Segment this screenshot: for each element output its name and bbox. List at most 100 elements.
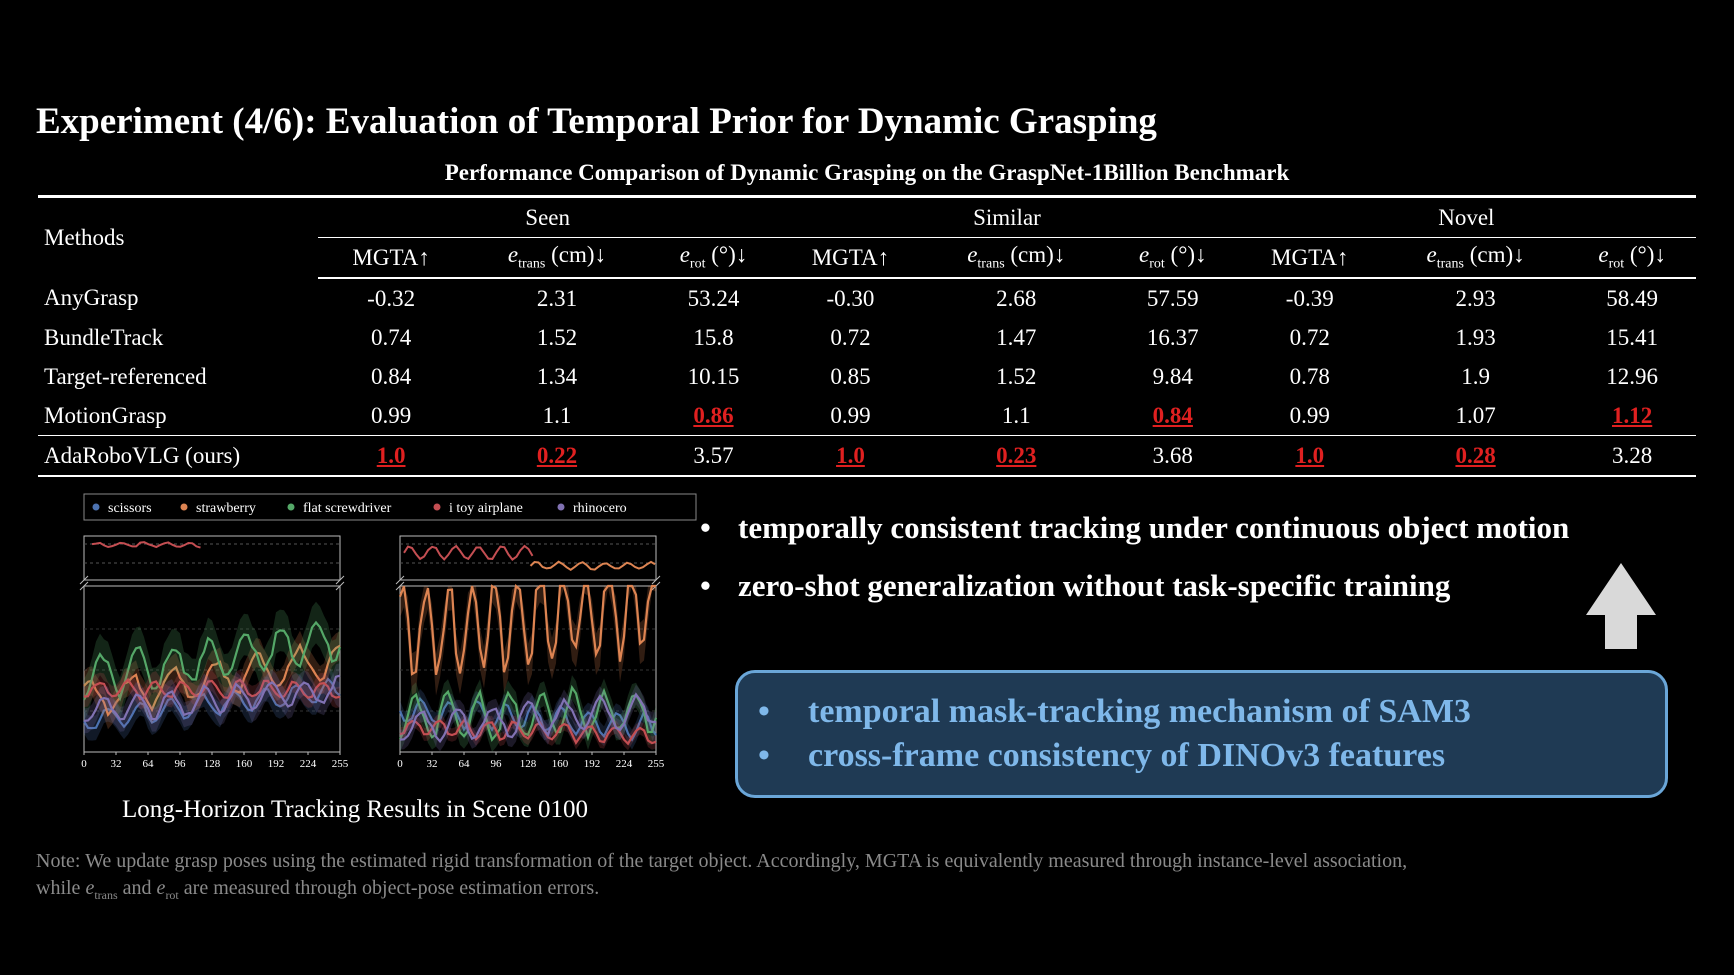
- cell-value: 3.68: [1152, 442, 1193, 468]
- x-tick-label: 64: [459, 758, 471, 770]
- cell-value: 0.72: [1289, 324, 1330, 350]
- legend-marker: [180, 503, 188, 511]
- x-tick-label: 32: [427, 758, 438, 770]
- x-tick-label: 128: [204, 758, 221, 770]
- footnote-line-1: Note: We update grasp poses using the es…: [36, 850, 1408, 872]
- cell-value: 0.99: [371, 402, 412, 428]
- legend-label: strawberry: [196, 501, 256, 516]
- cell-value: 1.1: [542, 402, 572, 428]
- footnote-post: are measured through object-pose estimat…: [178, 877, 600, 899]
- slide-title: Experiment (4/6): Evaluation of Temporal…: [36, 101, 1157, 142]
- methods-header: Methods: [38, 195, 318, 278]
- method-name: AdaRoboVLG (ours): [38, 435, 318, 477]
- plot-caption: Long-Horizon Tracking Results in Scene 0…: [122, 796, 588, 823]
- cell-value: 0.23: [996, 442, 1037, 468]
- cell-value: 58.49: [1606, 285, 1658, 311]
- legend-marker: [287, 503, 295, 511]
- x-tick-label: 96: [175, 758, 187, 770]
- x-tick-label: 192: [268, 758, 285, 770]
- metric-unit: (°)↓: [1164, 242, 1207, 268]
- table-cell: 9.84: [1109, 357, 1237, 396]
- metric-sub: trans: [1436, 256, 1464, 272]
- table-cell: 58.49: [1568, 278, 1696, 318]
- table-cell: 1.0: [777, 435, 924, 477]
- legend-label: flat screwdriver: [303, 501, 392, 516]
- footnote-e-trans: e: [85, 877, 95, 899]
- series-line: [83, 677, 341, 701]
- cell-value: 0.86: [693, 402, 734, 428]
- x-tick-label: 224: [616, 758, 633, 770]
- cell-value: 0.85: [830, 363, 871, 389]
- cell-value: 1.47: [996, 324, 1037, 350]
- series-line: [399, 684, 658, 742]
- x-tick-label: 160: [552, 758, 569, 770]
- table-cell: 1.93: [1383, 318, 1568, 357]
- cell-value: 0.99: [830, 402, 871, 428]
- table-cell: 1.07: [1383, 396, 1568, 436]
- bullet-2-text: zero-shot generalization without task-sp…: [738, 568, 1451, 603]
- cell-value: -0.30: [826, 285, 875, 311]
- metric-e: e: [1426, 242, 1437, 268]
- metric-e: e: [1139, 242, 1150, 268]
- metric-trans: etrans (cm)↓: [464, 237, 650, 279]
- cell-value: 10.15: [687, 363, 740, 389]
- series-line: [83, 642, 341, 718]
- table-row: Target-referenced 0.84 1.34 10.15 0.85 1.52 9.…: [38, 357, 1696, 396]
- bullet-2: • zero-shot generalization without task-s…: [700, 568, 1450, 604]
- footnote-line-2: while etrans and erot are measured throu…: [36, 875, 1696, 909]
- metric-e: e: [967, 242, 978, 268]
- table-cell: 1.0: [1236, 435, 1383, 477]
- bullet-dot: •: [700, 568, 711, 603]
- table-cell: -0.30: [777, 278, 923, 318]
- axis-break-mark: [335, 581, 345, 591]
- legend-marker: [557, 503, 565, 511]
- table-body: AnyGrasp -0.32 2.31 53.24 -0.30 2.68 57.59 -0.3…: [38, 278, 1696, 477]
- bullet-1-text: temporally consistent tracking under con…: [738, 510, 1570, 545]
- cell-value: 16.37: [1146, 324, 1199, 350]
- table-cell: 0.86: [650, 396, 778, 436]
- table-cell: 1.52: [924, 357, 1109, 396]
- table-cell: 1.34: [464, 357, 649, 396]
- series-line-upper: [91, 541, 201, 549]
- table-cell: 0.23: [923, 435, 1109, 477]
- table-cell: 0.74: [318, 318, 464, 357]
- metric-header-row: MGTA↑ etrans (cm)↓ erot (°)↓ MGTA↑ etrans (c…: [38, 237, 1696, 279]
- x-tick-label: 255: [648, 758, 665, 770]
- series-line: [398, 583, 656, 676]
- table-caption: Performance Comparison of Dynamic Graspi…: [444, 160, 1290, 185]
- series-line: [399, 718, 657, 746]
- cell-value: 1.07: [1455, 402, 1496, 428]
- box-bullet-2-text: cross-frame consistency of DINOv3 featur…: [808, 737, 1446, 774]
- metric-sub: trans: [977, 256, 1005, 272]
- metric-unit: (cm)↓: [1463, 242, 1525, 268]
- table-row: AdaRoboVLG (ours) 1.0 0.22 3.57 1.0 0.23 3.68 1…: [38, 435, 1696, 477]
- metric-trans: etrans (cm)↓: [923, 237, 1109, 279]
- table-cell: 10.15: [650, 357, 778, 396]
- cell-value: 1.34: [536, 363, 578, 389]
- error-band: [400, 675, 656, 752]
- series-line-upper: [403, 544, 534, 561]
- cell-value: 1.0: [836, 442, 865, 468]
- series-line: [83, 674, 341, 722]
- legend-marker: [433, 503, 441, 511]
- table-cell: 15.8: [650, 318, 778, 357]
- cell-value: 0.22: [536, 442, 578, 468]
- metric-rot: erot (°)↓: [649, 237, 778, 279]
- legend-marker: [92, 503, 100, 511]
- x-tick-label: 192: [584, 758, 601, 770]
- metric-sub: rot: [1608, 256, 1625, 272]
- table-cell: 0.99: [1237, 396, 1383, 436]
- error-band: [400, 688, 656, 750]
- metric-mgta: MGTA↑: [318, 237, 465, 279]
- cell-value: -0.39: [1285, 285, 1334, 311]
- cell-value: 53.24: [687, 285, 740, 311]
- table-cell: 0.99: [318, 396, 464, 436]
- method-name: BundleTrack: [44, 324, 164, 350]
- footnote-e-rot: e: [156, 877, 166, 899]
- axis-break-mark: [651, 575, 661, 585]
- table-cell: 0.72: [777, 318, 923, 357]
- table-cell: 3.57: [649, 435, 778, 477]
- table-cell: 2.68: [924, 278, 1109, 318]
- table-cell: 0.84: [1109, 396, 1237, 436]
- cell-value: 0.72: [830, 324, 871, 350]
